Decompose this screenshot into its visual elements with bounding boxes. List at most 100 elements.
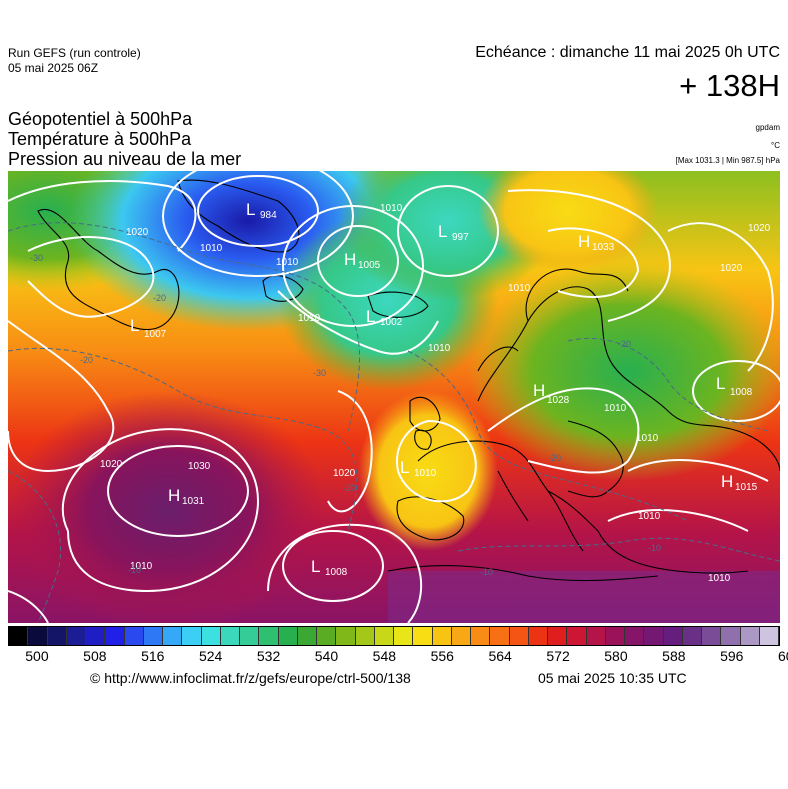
color-scale-tick-label: 508: [83, 648, 107, 664]
color-swatch: [740, 627, 760, 645]
isobar-label: 1010: [130, 561, 153, 572]
color-swatch: [663, 627, 683, 645]
isobars: [8, 171, 780, 623]
pressure-centers: L 984 H 1005 L 997 L 1002 H 1033 L 1007 H1028 …: [130, 200, 758, 578]
svg-text:H: H: [344, 250, 356, 269]
color-swatch: [471, 627, 491, 645]
color-scale-labels: 500 508 516 524 532 540 548 556 564 572 580 588 596 6…: [0, 648, 788, 668]
color-swatch: [297, 627, 317, 645]
high-pressure-center: H 1005: [344, 250, 381, 271]
color-swatch: [548, 627, 568, 645]
isotherm-label: -10: [480, 567, 493, 577]
color-scale-tick-label: 564: [488, 648, 512, 664]
svg-text:L: L: [366, 307, 375, 326]
svg-text:984: 984: [260, 210, 277, 221]
svg-text:L: L: [716, 374, 725, 393]
svg-text:H: H: [168, 486, 180, 505]
isobar-label: 1010: [708, 573, 731, 584]
isobar-label: 1010: [200, 243, 223, 254]
svg-text:H: H: [533, 381, 545, 400]
color-swatch: [336, 627, 356, 645]
low-pressure-center: L 997: [438, 222, 469, 243]
isobar-label: 1010: [380, 203, 403, 214]
low-pressure-center: L 1008: [311, 557, 348, 578]
isobar-label: 1010: [298, 313, 321, 324]
color-swatch: [105, 627, 125, 645]
svg-text:L: L: [400, 458, 409, 477]
color-swatch: [702, 627, 722, 645]
svg-text:1007: 1007: [144, 329, 167, 340]
svg-text:L: L: [438, 222, 447, 241]
forecast-valid-time: Echéance : dimanche 11 mai 2025 0h UTC: [475, 44, 780, 61]
color-scale-tick-label: 556: [430, 648, 454, 664]
color-swatch: [278, 627, 298, 645]
color-swatch: [86, 627, 106, 645]
isobar-label: 1010: [428, 343, 451, 354]
svg-text:997: 997: [452, 232, 469, 243]
svg-text:1015: 1015: [735, 482, 758, 493]
low-pressure-center: L 1008: [716, 374, 753, 398]
low-pressure-center: L 1010: [400, 458, 437, 479]
isotherm-label: -30: [30, 253, 43, 263]
svg-text:1010: 1010: [414, 468, 437, 479]
color-swatch: [28, 627, 48, 645]
color-swatch: [682, 627, 702, 645]
color-swatch: [567, 627, 587, 645]
svg-text:L: L: [246, 200, 255, 219]
isobar-label: 1020: [100, 459, 123, 470]
color-swatch: [259, 627, 279, 645]
color-swatch: [9, 627, 29, 645]
forecast-lead-time: + 138H: [679, 68, 780, 103]
isotherm-label: -20: [548, 453, 561, 463]
isobar-label: 1020: [748, 223, 771, 234]
svg-text:L: L: [311, 557, 320, 576]
color-scale-tick-label: 532: [256, 648, 281, 664]
color-scale-tick-label: 580: [604, 648, 628, 664]
source-url: © http://www.infoclimat.fr/z/gefs/europe…: [90, 670, 411, 686]
color-swatch: [605, 627, 625, 645]
isotherm-label: -20: [343, 483, 356, 493]
color-swatch: [625, 627, 645, 645]
low-pressure-center: L 984: [246, 200, 277, 221]
svg-text:L: L: [130, 316, 139, 335]
color-scale-tick-label: 596: [720, 648, 744, 664]
color-scale-tick-label: 548: [372, 648, 397, 664]
isobar-label: 1010: [638, 511, 661, 522]
svg-text:1033: 1033: [592, 242, 615, 253]
color-scale-tick-label: 500: [25, 648, 49, 664]
color-swatch: [317, 627, 337, 645]
svg-text:1002: 1002: [380, 317, 403, 328]
title-temperature: Température à 500hPa: [8, 129, 192, 149]
isobar-label: 1010: [276, 257, 299, 268]
color-swatch: [163, 627, 183, 645]
unit-temperature: °C: [771, 141, 780, 150]
isobar-label: 1010: [604, 403, 627, 414]
low-pressure-center: L 1007: [130, 316, 167, 340]
color-swatch: [143, 627, 163, 645]
isobar-label: 1010: [508, 283, 531, 294]
color-swatch: [47, 627, 67, 645]
isobar-labels: 1020 1010 1010 1010 1010 1020 1010 1010 …: [100, 203, 771, 584]
svg-text:1028: 1028: [547, 395, 570, 406]
color-scale-tick-label: 516: [141, 648, 165, 664]
color-swatch: [124, 627, 144, 645]
isotherm-label: -10: [128, 565, 141, 575]
unit-geopotential: gpdam: [755, 123, 780, 132]
color-swatch: [509, 627, 529, 645]
color-scale-bar: [8, 626, 780, 646]
title-geopotential: Géopotentiel à 500hPa: [8, 109, 193, 129]
run-title: Run GEFS (run controle): [8, 46, 141, 60]
color-scale-tick-label: 588: [662, 648, 686, 664]
isotherm-label: -10: [648, 543, 661, 553]
high-pressure-center: H 1015: [721, 472, 758, 493]
color-swatch: [759, 627, 779, 645]
svg-text:1008: 1008: [325, 567, 348, 578]
weather-map: 1020 1010 1010 1010 1010 1020 1010 1010 …: [8, 171, 780, 623]
color-swatch: [240, 627, 260, 645]
color-swatch: [201, 627, 221, 645]
color-swatch: [528, 627, 548, 645]
isobar-label: 1010: [636, 433, 659, 444]
svg-text:1031: 1031: [182, 496, 205, 507]
color-swatch: [644, 627, 664, 645]
